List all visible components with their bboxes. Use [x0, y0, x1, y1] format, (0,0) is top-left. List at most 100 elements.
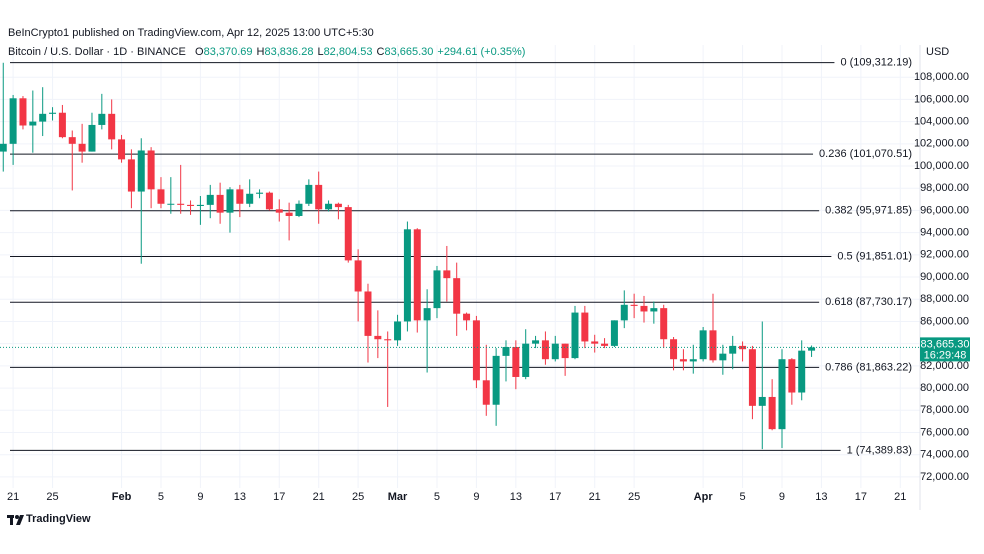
candle-body — [689, 359, 697, 362]
publisher-line: BeInCrypto1 published on TradingView.com… — [8, 27, 374, 39]
candle-body — [49, 112, 57, 114]
fib-label: 0.786 (81,863.22) — [825, 361, 912, 373]
x-tick-label: 9 — [779, 491, 785, 503]
candle-body — [640, 305, 648, 312]
y-tick-label: 92,000.00 — [920, 249, 969, 261]
candle-body — [798, 350, 806, 393]
x-tick-label: 9 — [197, 491, 203, 503]
candle-body — [216, 194, 224, 213]
candle-body — [571, 312, 579, 359]
ohlc-key: C — [376, 46, 385, 58]
candle-body — [384, 339, 392, 341]
candle-body — [206, 194, 214, 205]
y-tick-label: 90,000.00 — [920, 271, 969, 283]
y-tick-label: 98,000.00 — [920, 182, 969, 194]
candle-body — [236, 189, 244, 204]
x-tick-label: Mar — [388, 491, 408, 503]
candle-body — [374, 335, 382, 340]
fib-label: 0.618 (87,730.17) — [825, 296, 912, 308]
candle-body — [58, 112, 66, 138]
x-tick-label: 17 — [273, 491, 285, 503]
ohlc-value: 83,370.69 — [203, 46, 253, 58]
candle-body — [315, 184, 323, 210]
candle-body — [325, 203, 333, 210]
candle-body — [778, 359, 786, 430]
candle-body — [541, 340, 549, 360]
x-tick-label: 17 — [549, 491, 561, 503]
brand-name: TradingView — [26, 513, 91, 525]
candle-body — [482, 380, 490, 405]
candle-body — [581, 312, 589, 342]
fib-label: 0 (109,312.19) — [840, 57, 912, 69]
candle-body — [512, 346, 520, 377]
y-tick-label: 74,000.00 — [920, 449, 969, 461]
candle-body — [709, 330, 717, 361]
candle-body — [265, 192, 273, 210]
x-tick-label: 25 — [352, 491, 364, 503]
candle-body — [246, 193, 254, 204]
ohlc-key: H — [256, 46, 265, 58]
y-tick-label: 106,000.00 — [914, 93, 969, 105]
candle-body — [256, 192, 264, 194]
candle-body — [423, 308, 431, 321]
y-tick-label: 96,000.00 — [920, 204, 969, 216]
candle-body — [29, 121, 37, 126]
fib-label: 0.5 (91,851.01) — [837, 250, 912, 262]
bar-countdown: 16:29:48 — [924, 349, 967, 361]
last-price-tag — [920, 337, 970, 362]
candle-body — [403, 229, 411, 322]
candle-body — [522, 343, 530, 377]
candle-body — [561, 343, 569, 359]
y-tick-label: 100,000.00 — [914, 160, 969, 172]
x-tick-label: 13 — [510, 491, 522, 503]
y-tick-label: 82,000.00 — [920, 360, 969, 372]
candle-body — [394, 321, 402, 341]
y-tick-label: 76,000.00 — [920, 426, 969, 438]
candle-body — [285, 212, 293, 216]
candle-body — [788, 359, 796, 393]
x-tick-label: 5 — [740, 491, 746, 503]
candle-body — [88, 124, 96, 152]
y-tick-label: 86,000.00 — [920, 315, 969, 327]
x-tick-label: 13 — [815, 491, 827, 503]
candle-body — [502, 346, 510, 356]
candle-body — [808, 347, 816, 351]
x-tick-label: 21 — [7, 491, 19, 503]
candle-body — [39, 113, 47, 122]
candle-body — [443, 270, 451, 279]
y-tick-label: 108,000.00 — [914, 71, 969, 83]
candle-body — [729, 345, 737, 354]
candle-body — [660, 308, 668, 340]
candle-body — [68, 137, 76, 144]
y-tick-label: 88,000.00 — [920, 293, 969, 305]
candle-body — [187, 204, 195, 206]
ohlc-value: 83,665.30 — [384, 46, 434, 58]
candle-body — [748, 349, 756, 406]
candle-body — [620, 304, 628, 321]
x-tick-label: Feb — [112, 491, 132, 503]
candle-body — [591, 341, 599, 344]
fib-label: 0.382 (95,971.85) — [825, 205, 912, 217]
candle-body — [78, 143, 86, 152]
candle-body — [108, 113, 116, 140]
x-tick-label: 9 — [473, 491, 479, 503]
symbol-title: Bitcoin / U.S. Dollar · 1D · BINANCE — [8, 46, 186, 58]
candle-body — [630, 304, 638, 306]
candle-body — [768, 396, 776, 430]
candle-body — [275, 209, 283, 213]
candle-body — [650, 308, 658, 312]
y-tick-label: 104,000.00 — [914, 116, 969, 128]
candle-body — [118, 139, 126, 160]
y-tick-label: 78,000.00 — [920, 404, 969, 416]
candle-body — [453, 278, 461, 314]
candle-body — [196, 204, 204, 206]
candle-body — [551, 343, 559, 360]
candle-body — [226, 189, 234, 213]
candle-body — [98, 113, 106, 125]
candle-body — [127, 159, 135, 192]
symbol-legend: Bitcoin / U.S. Dollar · 1D · BINANCE O83… — [8, 46, 529, 58]
candle-body — [670, 339, 678, 360]
y-tick-label: 102,000.00 — [914, 138, 969, 150]
candle-body — [739, 345, 747, 350]
